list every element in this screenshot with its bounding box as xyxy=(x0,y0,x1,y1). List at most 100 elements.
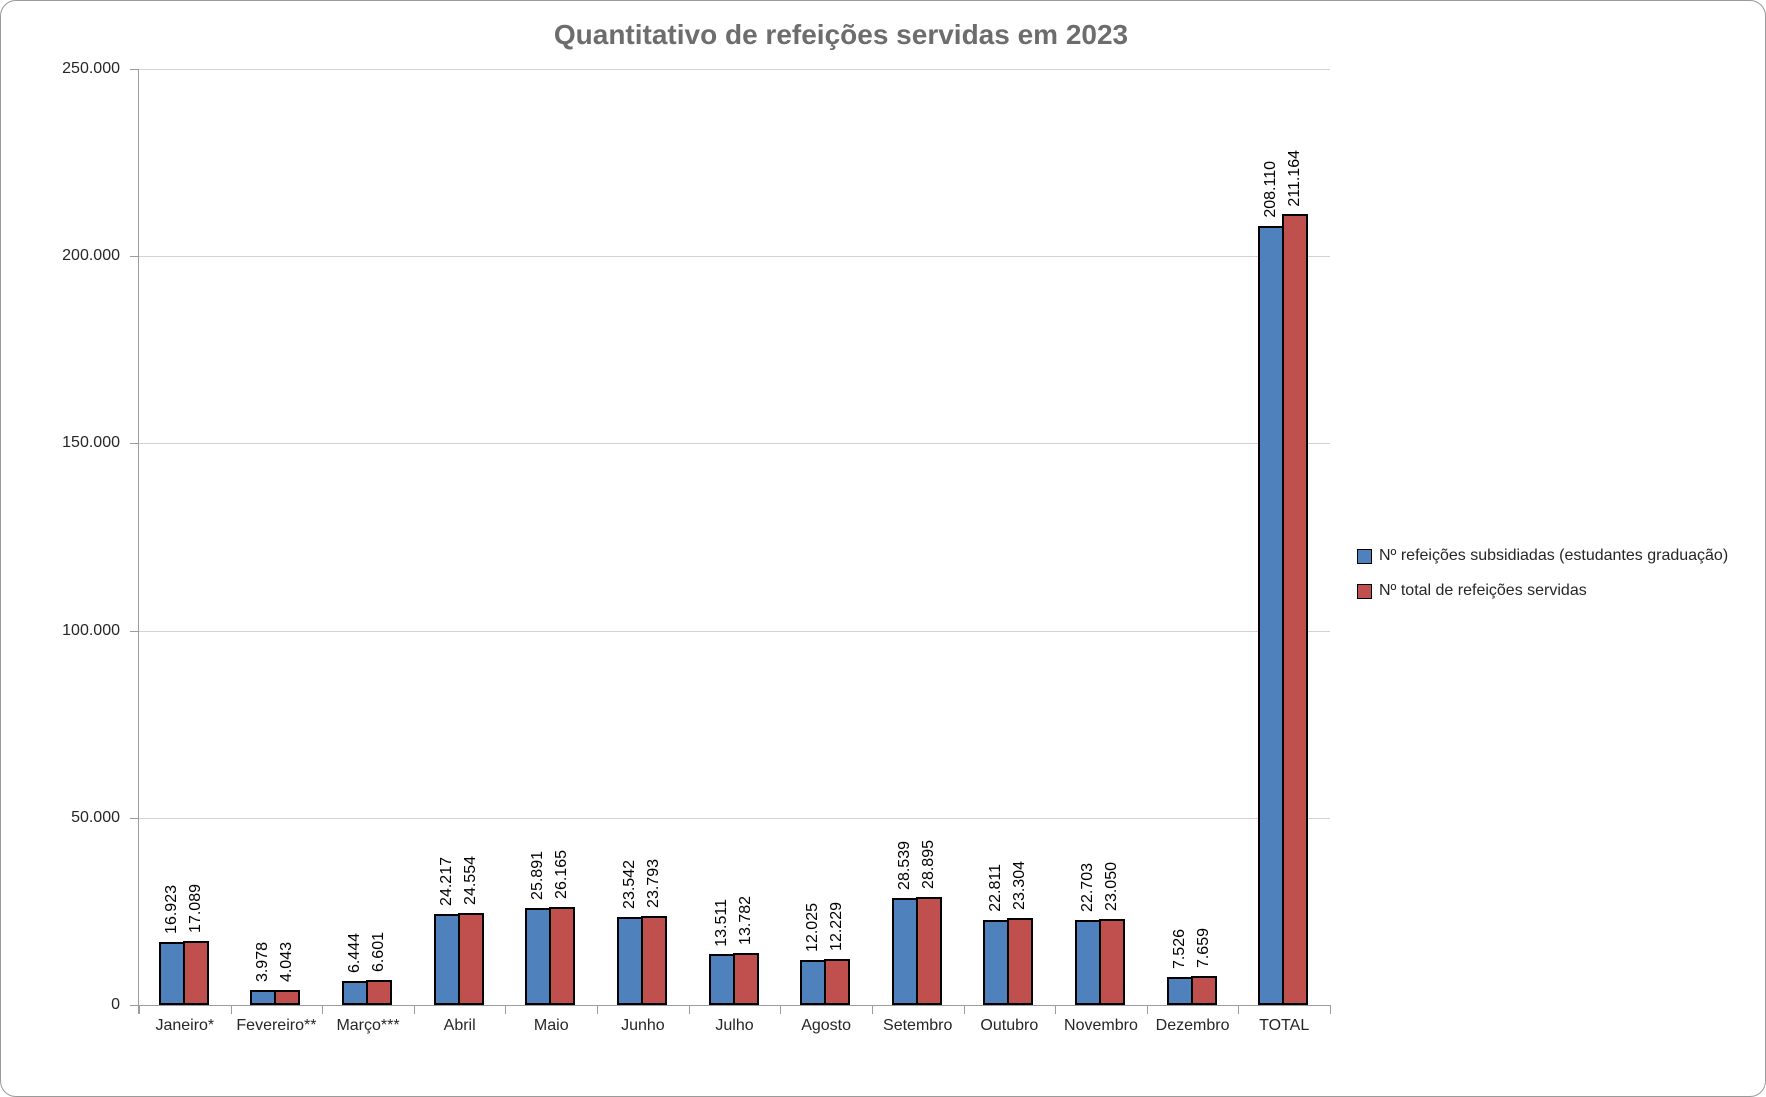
x-category-label: Janeiro* xyxy=(155,1017,215,1034)
bar-value-label: 13.782 xyxy=(736,896,754,946)
bar xyxy=(342,980,369,1005)
bar-value-label: 208.110 xyxy=(1262,161,1280,218)
bar-value-label: 12.025 xyxy=(804,903,822,952)
y-tick-label: 150.000 xyxy=(62,434,120,452)
gridline xyxy=(139,443,1330,445)
bar-value-label: 3.978 xyxy=(254,942,272,983)
legend-swatch-blue-icon xyxy=(1357,548,1372,564)
bar xyxy=(732,953,759,1005)
bar-value-label: 7.659 xyxy=(1194,928,1212,969)
y-tick-label: 0 xyxy=(111,996,120,1013)
bar xyxy=(616,916,643,1005)
x-axis-tick xyxy=(322,1005,324,1014)
y-axis-tick xyxy=(130,1005,139,1006)
x-axis-tick xyxy=(1055,1005,1057,1014)
x-axis-tick xyxy=(1330,1005,1331,1014)
bar xyxy=(1098,918,1125,1005)
bar xyxy=(983,919,1010,1005)
x-category-label: Fevereiro** xyxy=(236,1017,317,1034)
y-tick-label: 50.000 xyxy=(71,808,120,826)
x-category-label: TOTAL xyxy=(1259,1017,1310,1034)
bar-value-label: 22.703 xyxy=(1079,863,1097,912)
bar xyxy=(549,907,576,1005)
bar xyxy=(1007,917,1034,1005)
bar-value-label: 7.526 xyxy=(1170,928,1188,969)
legend-swatch-red-icon xyxy=(1357,583,1372,599)
bar-value-label: 23.304 xyxy=(1011,860,1029,910)
bar xyxy=(1258,225,1285,1005)
x-axis-tick xyxy=(871,1005,873,1014)
bar-value-label: 12.229 xyxy=(828,902,846,952)
y-axis-tick xyxy=(130,630,139,632)
bar-value-label: 13.511 xyxy=(712,898,730,947)
bar xyxy=(708,954,735,1005)
bar xyxy=(158,941,185,1005)
x-axis-tick xyxy=(688,1005,690,1014)
bar-value-label: 23.050 xyxy=(1103,861,1121,911)
bar-value-label: 6.444 xyxy=(346,932,364,973)
x-axis-tick xyxy=(597,1005,599,1014)
x-axis-tick xyxy=(1238,1005,1240,1014)
x-category-label: Maio xyxy=(533,1017,569,1034)
bar xyxy=(525,908,552,1005)
bar-value-label: 26.165 xyxy=(553,850,571,900)
bar-value-label: 23.542 xyxy=(621,859,639,909)
bar-value-label: 25.891 xyxy=(529,851,547,901)
x-axis-line xyxy=(139,1005,1330,1006)
chart-title: Quantitativo de refeições servidas em 20… xyxy=(553,19,1129,50)
y-tick-label: 200.000 xyxy=(62,247,120,265)
legend-item-subsidiadas: Nº refeições subsidiadas (estudantes gra… xyxy=(1357,547,1728,565)
x-category-label: Setembro xyxy=(883,1017,953,1034)
bar-value-label: 6.601 xyxy=(370,932,388,973)
x-category-label: Abril xyxy=(443,1017,476,1034)
y-tick-label: 100.000 xyxy=(62,621,120,639)
gridline xyxy=(139,256,1330,258)
bar-value-label: 28.539 xyxy=(895,841,913,891)
legend-label: Nº total de refeições servidas xyxy=(1379,582,1587,599)
x-category-label: Junho xyxy=(621,1017,665,1034)
bar xyxy=(457,913,484,1005)
x-category-label: Novembro xyxy=(1064,1017,1138,1034)
y-axis-tick xyxy=(130,443,139,445)
x-category-label: Outubro xyxy=(980,1017,1039,1034)
plot-area: 16.923 17.089 3.978 4.043 6.444 6.601 24.217 24… xyxy=(139,69,1330,1005)
x-category-label: Julho xyxy=(715,1017,754,1034)
bar-value-label: 28.895 xyxy=(919,839,937,889)
gridline xyxy=(139,630,1330,632)
bar xyxy=(274,989,301,1005)
bar xyxy=(250,990,277,1005)
y-axis-line xyxy=(138,69,139,1014)
bar xyxy=(182,941,209,1005)
y-axis-tick xyxy=(130,256,139,258)
bar-value-label: 17.089 xyxy=(187,884,204,934)
x-category-label: Dezembro xyxy=(1155,1017,1230,1034)
bar-value-label: 23.793 xyxy=(645,858,663,908)
x-category-label: Março*** xyxy=(336,1017,400,1034)
bar xyxy=(800,959,827,1005)
legend-label: Nº refeições subsidiadas (estudantes gra… xyxy=(1379,547,1729,564)
x-axis-tick xyxy=(139,1005,140,1014)
x-axis-tick xyxy=(230,1005,232,1014)
bar xyxy=(824,959,851,1005)
x-axis-tick xyxy=(505,1005,507,1014)
x-axis-tick xyxy=(780,1005,782,1014)
bar xyxy=(1282,214,1309,1005)
bar xyxy=(915,896,942,1005)
bar xyxy=(1166,976,1193,1005)
bar xyxy=(433,914,460,1005)
bar xyxy=(1074,920,1101,1005)
gridline xyxy=(139,817,1330,819)
y-axis-tick xyxy=(130,817,139,819)
bar-value-label: 4.043 xyxy=(278,941,296,982)
y-tick-label: 250.000 xyxy=(62,60,120,77)
gridline xyxy=(139,69,1330,70)
bar-value-label: 211.164 xyxy=(1286,149,1304,207)
bar xyxy=(366,980,393,1005)
bar-value-label: 24.217 xyxy=(437,857,455,907)
x-axis-tick xyxy=(963,1005,965,1014)
legend: Nº refeições subsidiadas (estudantes gra… xyxy=(1357,547,1728,617)
legend-item-total: Nº total de refeições servidas xyxy=(1357,582,1728,600)
bar xyxy=(640,915,667,1005)
x-category-label: Agosto xyxy=(801,1017,851,1034)
